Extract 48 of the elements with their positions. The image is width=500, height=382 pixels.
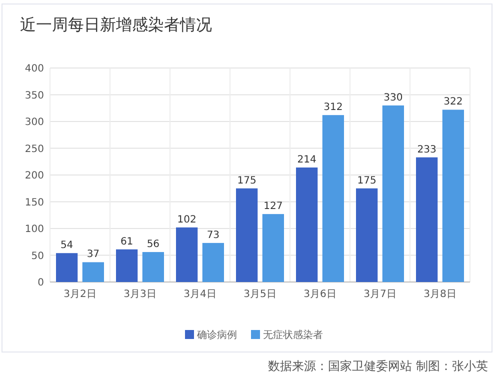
data-label: 175 [357,175,376,186]
bar [356,188,378,282]
bar [116,249,138,282]
data-label: 54 [60,240,74,252]
bar [296,168,318,282]
y-tick-label: 150 [24,197,44,208]
y-tick-label: 400 [24,64,44,74]
data-label: 330 [384,92,403,104]
data-label: 175 [237,175,256,186]
x-tick-label: 3月4日 [184,289,216,300]
x-tick-label: 3月2日 [64,289,96,300]
y-tick-label: 0 [38,278,44,288]
y-tick-label: 100 [24,224,44,235]
x-tick-label: 3月3日 [124,289,156,300]
legend-label: 无症状感染者 [263,329,323,341]
bar [262,214,284,282]
data-label: 73 [206,230,220,241]
data-label: 214 [297,154,316,166]
y-tick-label: 350 [24,90,44,102]
y-tick-label: 300 [24,117,44,128]
data-label: 312 [324,102,343,114]
legend-label: 确诊病例 [196,329,237,341]
bar [56,253,78,282]
source-note: 数据来源：国家卫健委网站 制图：张小英 [268,359,488,373]
data-label: 127 [264,201,283,212]
data-label: 322 [444,96,463,108]
bar [142,252,164,282]
x-tick-label: 3月8日 [424,289,456,300]
data-label: 102 [177,214,196,226]
y-tick-label: 200 [24,170,44,182]
data-label: 37 [86,249,100,260]
x-tick-label: 3月6日 [304,289,336,300]
bar [82,262,104,282]
y-tick-label: 50 [31,250,44,262]
x-tick-label: 3月7日 [364,289,396,300]
bar [382,105,404,282]
bar [416,157,438,282]
bar [176,227,198,282]
bar [236,188,258,282]
data-label: 61 [120,236,134,248]
x-tick-label: 3月5日 [244,289,276,300]
y-tick-label: 250 [24,144,44,155]
data-label: 233 [417,144,436,156]
data-label: 56 [146,239,160,250]
bar [322,115,344,282]
bar [442,110,464,282]
bar [202,242,224,282]
chart-title: 近一周每日新增感染者情况 [20,15,212,34]
